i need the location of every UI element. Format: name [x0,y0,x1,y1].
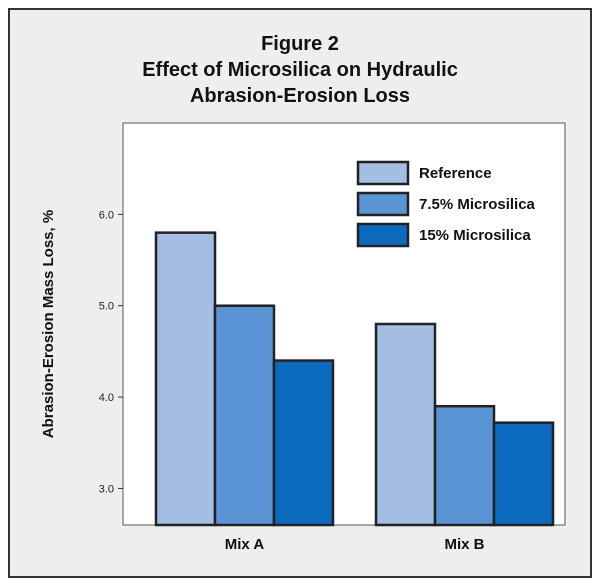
chart-frame: Figure 2 Effect of Microsilica on Hydrau… [8,8,592,578]
legend-label-1: 7.5% Microsilica [419,196,536,213]
chart-title-line-3: Abrasion-Erosion Loss [190,85,410,107]
bar-mix-b-series-1 [433,404,496,527]
x-category-label: Mix A [225,536,265,553]
y-tick-label: 4.0 [99,392,114,404]
bar-mix-b-series-0 [374,322,437,527]
bar-mix-a-series-2 [272,359,335,527]
bar-mix-a-series-1 [213,304,276,527]
y-tick-label: 6.0 [99,209,114,221]
chart-title-line-1: Figure 2 [261,33,339,55]
bar-mix-a-series-0 [154,231,217,527]
legend-swatch-0 [356,160,410,186]
x-axis-categories: Mix A Mix B [225,536,485,553]
y-axis-label: Abrasion-Erosion Mass Loss, % [40,210,57,438]
y-tick-label: 3.0 [99,483,114,495]
legend-swatch-2 [356,222,410,248]
legend: Reference 7.5% Microsilica 15% Microsilica [356,160,536,248]
bar-mix-b-series-2 [492,421,555,527]
x-category-label: Mix B [444,536,484,553]
legend-swatch-1 [356,191,410,217]
legend-label-0: Reference [419,165,492,182]
y-tick-label: 5.0 [99,301,114,313]
y-axis-ticks: 3.0 4.0 5.0 6.0 [99,209,123,495]
chart-title-line-2: Effect of Microsilica on Hydraulic [142,59,458,81]
chart: Figure 2 Effect of Microsilica on Hydrau… [40,33,566,553]
legend-label-2: 15% Microsilica [419,227,531,244]
bars [154,231,555,527]
